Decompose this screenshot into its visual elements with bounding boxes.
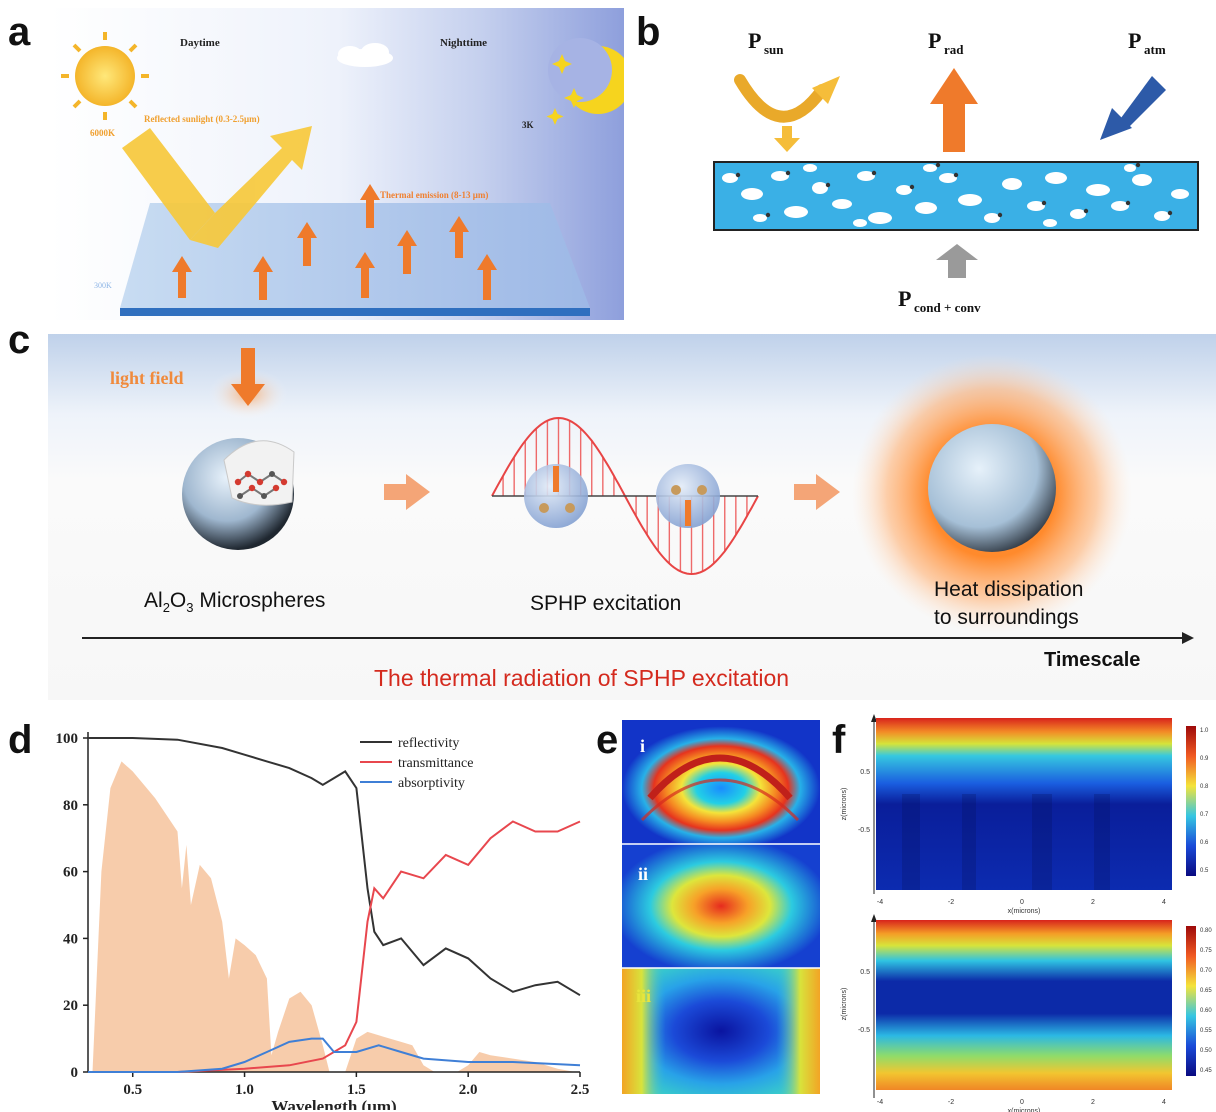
x-tick-label: 4: [1162, 1099, 1166, 1106]
y-tick-label: 20: [63, 998, 78, 1014]
field-map-label-iii: iii: [636, 986, 651, 1006]
x-tick-label: 2: [1091, 1099, 1095, 1106]
sphp-dipole-sphere-1: [524, 464, 588, 528]
colorbar-tick-label: 0.70: [1200, 968, 1212, 974]
legend-label-transmittance: transmittance: [398, 756, 473, 771]
y-tick-label: 40: [63, 931, 78, 947]
colorbar-tick-label: 0.80: [1200, 928, 1212, 934]
microsphere-label: Al2O3 Microspheres: [144, 589, 325, 615]
panel-f-field-profiles: -4 -2 0 2 4 x(microns) 0.5 -0.5 z(microns) -4 -2 0 2…: [832, 714, 1216, 1112]
reflected-sunlight-label: Reflected sunlight (0.3-2.5μm): [144, 114, 260, 124]
field-map-label-ii: ii: [638, 864, 648, 884]
y-tick-label: 80: [63, 798, 78, 814]
colorbar-tick-label: 0.65: [1200, 988, 1212, 994]
colorbar-tick-label: 0.50: [1200, 1048, 1212, 1054]
colorbar-tick-label: 0.9: [1200, 756, 1209, 762]
nighttime-label: Nighttime: [440, 37, 487, 49]
y-axis-label: z(microns): [841, 788, 848, 821]
al2o3-microsphere: [182, 438, 294, 550]
p-atm-symbol: P: [1128, 28, 1141, 53]
y-tick-label: 100: [56, 731, 79, 747]
y-tick-label: 60: [63, 865, 78, 881]
p-sun-subscript: sun: [764, 42, 784, 57]
x-tick-label: 0: [1020, 1099, 1024, 1106]
timescale-label: Timescale: [1044, 649, 1140, 671]
atmosphere-power-arrow: [1100, 76, 1166, 140]
x-axis-label: Wavelength (μm): [271, 1097, 396, 1110]
x-tick-label: 2.0: [459, 1082, 478, 1098]
sphp-dipole-sphere-2: [656, 464, 720, 528]
p-rad-symbol: P: [928, 28, 941, 53]
panel-b-energy-balance: P sun P rad P atm P cond + conv: [700, 18, 1210, 318]
sphp-excitation-label: SPHP excitation: [530, 592, 681, 615]
field-map-label-i: i: [640, 736, 645, 756]
legend-label-absorptivity: absorptivity: [398, 776, 465, 791]
colorbar-tick-label: 0.75: [1200, 948, 1212, 954]
y-axis-label: z(microns): [841, 988, 848, 1021]
p-cond-subscript: cond + conv: [914, 300, 981, 315]
colorbar-tick-label: 0.5: [1200, 868, 1209, 874]
colorbar-tick-label: 0.45: [1200, 1068, 1212, 1074]
solar-spectrum-area: [92, 761, 575, 1072]
panel-label-b: b: [636, 10, 660, 55]
heat-dissipation-line1: Heat dissipation: [934, 578, 1083, 601]
colorbar-tick-label: 1.0: [1200, 728, 1209, 734]
legend-label-reflectivity: reflectivity: [398, 736, 459, 751]
panel-label-a: a: [8, 10, 30, 55]
panel-e-field-maps: i ii iii: [622, 720, 820, 1094]
heated-sphere: [928, 424, 1056, 552]
sun-power-arrow: [740, 76, 840, 152]
x-axis-label: x(microns): [1008, 1108, 1041, 1112]
y-tick-label: -0.5: [858, 827, 870, 834]
panel-c-sphp-mechanism: light field Al2O3 Microspheres SPHP exci…: [48, 334, 1216, 700]
panel-label-d: d: [8, 718, 32, 763]
panel-label-c: c: [8, 318, 30, 363]
colorbar-top: [1186, 726, 1196, 876]
x-tick-label: -2: [948, 899, 954, 906]
p-atm-subscript: atm: [1144, 42, 1166, 57]
y-tick-label: 0.5: [860, 769, 870, 776]
x-tick-label: 1.5: [347, 1082, 366, 1098]
x-tick-label: 2: [1091, 899, 1095, 906]
x-tick-label: -2: [948, 1099, 954, 1106]
panel-a-day-night-illustration: Daytime Nighttime 6000K 3K 300K Reflecte…: [50, 8, 624, 320]
x-axis-label: x(microns): [1008, 908, 1041, 915]
field-profile-top: [876, 718, 1172, 890]
colorbar-tick-label: 0.7: [1200, 812, 1209, 818]
x-tick-label: 1.0: [235, 1082, 254, 1098]
panel-d-spectra-chart: 0 20 40 60 80 100 0.5 1.0 1.5 2.0 2.5 Wavelength (μ…: [40, 722, 600, 1110]
p-rad-subscript: rad: [944, 42, 964, 57]
x-tick-label: -4: [877, 899, 883, 906]
colorbar-tick-label: 0.8: [1200, 784, 1209, 790]
p-cond-symbol: P: [898, 286, 911, 311]
sun-temperature: 6000K: [90, 128, 115, 138]
x-tick-label: 2.5: [571, 1082, 590, 1098]
field-map-i: [622, 720, 820, 844]
x-tick-label: 0.5: [123, 1082, 142, 1098]
sky-temperature: 3K: [522, 120, 534, 130]
field-map-ii: [622, 844, 820, 968]
field-profile-bottom: [876, 920, 1172, 1090]
radiation-power-arrow: [930, 68, 978, 152]
x-tick-label: 4: [1162, 899, 1166, 906]
p-sun-symbol: P: [748, 28, 761, 53]
x-tick-label: -4: [877, 1099, 883, 1106]
y-tick-label: 0: [71, 1065, 79, 1081]
heat-dissipation-line2: to surroundings: [934, 606, 1079, 629]
y-tick-label: -0.5: [858, 1027, 870, 1034]
colorbar-tick-label: 0.55: [1200, 1028, 1212, 1034]
light-field-label: light field: [110, 368, 184, 388]
x-tick-label: 0: [1020, 899, 1024, 906]
daytime-label: Daytime: [180, 37, 220, 49]
colorbar-tick-label: 0.60: [1200, 1008, 1212, 1014]
colorbar-tick-label: 0.6: [1200, 840, 1209, 846]
panel-c-caption: The thermal radiation of SPHP excitation: [374, 665, 789, 691]
conduction-power-arrow: [936, 244, 978, 278]
thermal-emission-label: Thermal emission (8-13 μm): [380, 190, 488, 200]
colorbar-bottom: [1186, 926, 1196, 1076]
y-tick-label: 0.5: [860, 969, 870, 976]
surface-temperature: 300K: [94, 281, 112, 290]
